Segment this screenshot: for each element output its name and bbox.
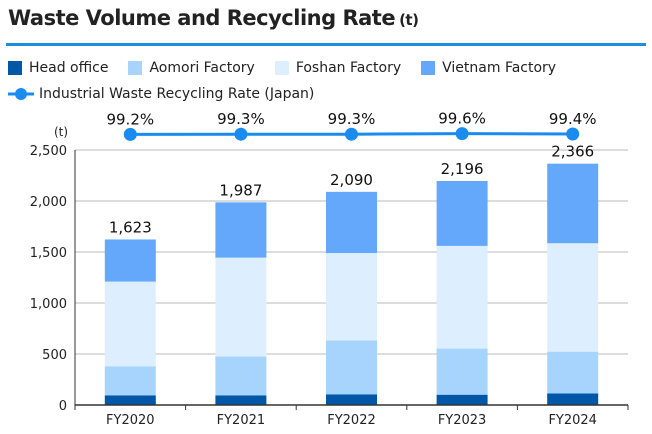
total-label: 2,090 (330, 171, 373, 189)
bar-segment-vietnam-factory (436, 181, 488, 246)
recycling-rate-point (566, 127, 580, 141)
recycling-rate-label: 99.3% (328, 110, 376, 128)
bar-segment-head-office (547, 393, 599, 405)
bar-segment-aomori-factory (436, 348, 488, 395)
x-tick-label: FY2020 (106, 413, 155, 428)
bar-segment-foshan-factory (547, 243, 599, 352)
x-tick-label: FY2022 (327, 413, 376, 428)
legend-line: Industrial Waste Recycling Rate (Japan) (8, 86, 334, 102)
y-tick-label: 2,000 (30, 195, 67, 210)
bar-segment-foshan-factory (215, 257, 267, 357)
recycling-rate-label: 99.4% (549, 110, 597, 128)
bar-segment-foshan-factory (104, 281, 156, 367)
bar-segment-aomori-factory (215, 356, 267, 396)
legend-label: Vietnam Factory (442, 60, 557, 76)
bar-segment-head-office (215, 395, 267, 405)
recycling-rate-point (123, 127, 137, 141)
bar-segment-aomori-factory (104, 366, 156, 396)
bar-segment-vietnam-factory (104, 239, 156, 282)
y-tick-label: 500 (42, 348, 67, 363)
legend-swatch (8, 61, 22, 75)
title-unit: (t) (399, 11, 419, 29)
x-tick-label: FY2023 (438, 413, 487, 428)
y-axis-unit: (t) (54, 125, 68, 139)
x-tick-label: FY2024 (548, 413, 597, 428)
total-label: 1,623 (109, 218, 152, 236)
recycling-rate-label: 99.6% (438, 110, 486, 128)
legend-item-aomori: Aomori Factory (128, 60, 255, 76)
bar-segment-foshan-factory (436, 245, 488, 349)
recycling-rate-label: 99.2% (106, 110, 154, 128)
recycling-rate-point (345, 127, 358, 141)
legend-item-head-office: Head office (8, 60, 108, 76)
legend-item-recycling-rate: Industrial Waste Recycling Rate (Japan) (8, 86, 314, 102)
legend-item-vietnam: Vietnam Factory (421, 60, 556, 76)
recycling-rate-label: 99.3% (217, 110, 265, 128)
bar-segment-foshan-factory (326, 253, 377, 341)
total-label: 2,366 (551, 143, 594, 161)
x-tick-label: FY2021 (217, 413, 266, 428)
legend-item-foshan: Foshan Factory (274, 60, 402, 76)
y-tick-label: 0 (59, 399, 67, 414)
total-label: 1,987 (219, 181, 262, 199)
total-label: 2,196 (441, 160, 484, 178)
legend-swatch (274, 61, 289, 75)
bar-segment-head-office (326, 394, 377, 405)
legend-label: Head office (29, 60, 109, 76)
recycling-rate-point (455, 127, 469, 141)
bar-segment-aomori-factory (547, 351, 599, 394)
title-text: Waste Volume and Recycling Rate (8, 6, 396, 30)
y-tick-label: 1,000 (30, 297, 67, 312)
legend-swatch (421, 61, 436, 75)
bar-segment-vietnam-factory (547, 163, 599, 244)
chart-title: Waste Volume and Recycling Rate (t) (8, 6, 419, 30)
bar-segment-aomori-factory (326, 340, 377, 395)
title-underline (6, 43, 646, 46)
recycling-rate-point (234, 127, 248, 141)
legend-bars: Head office Aomori Factory Foshan Factor… (8, 60, 576, 76)
line-marker-icon (8, 88, 34, 100)
legend-label: Aomori Factory (149, 60, 255, 76)
y-tick-label: 2,500 (30, 144, 67, 159)
bar-segment-head-office (104, 395, 156, 405)
bar-segment-vietnam-factory (326, 191, 377, 254)
y-tick-label: 1,500 (30, 246, 67, 261)
legend-swatch (128, 61, 143, 75)
bar-segment-head-office (436, 394, 488, 405)
legend-label: Foshan Factory (295, 60, 402, 76)
legend-label: Industrial Waste Recycling Rate (Japan) (39, 86, 315, 102)
bar-segment-vietnam-factory (215, 202, 267, 258)
